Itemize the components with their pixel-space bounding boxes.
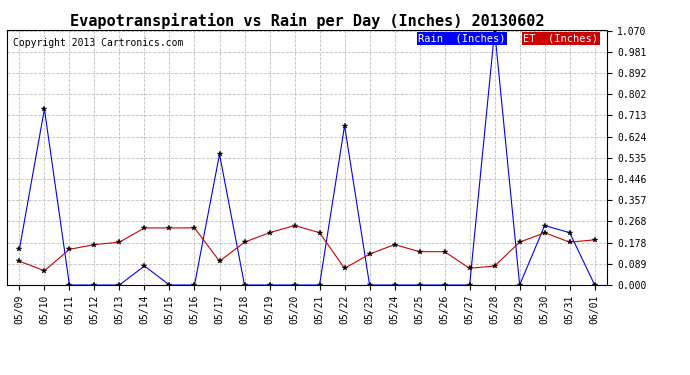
Title: Evapotranspiration vs Rain per Day (Inches) 20130602: Evapotranspiration vs Rain per Day (Inch… bbox=[70, 13, 544, 29]
Text: ET  (Inches): ET (Inches) bbox=[523, 34, 598, 44]
Text: Copyright 2013 Cartronics.com: Copyright 2013 Cartronics.com bbox=[13, 38, 184, 48]
Text: Rain  (Inches): Rain (Inches) bbox=[418, 34, 506, 44]
